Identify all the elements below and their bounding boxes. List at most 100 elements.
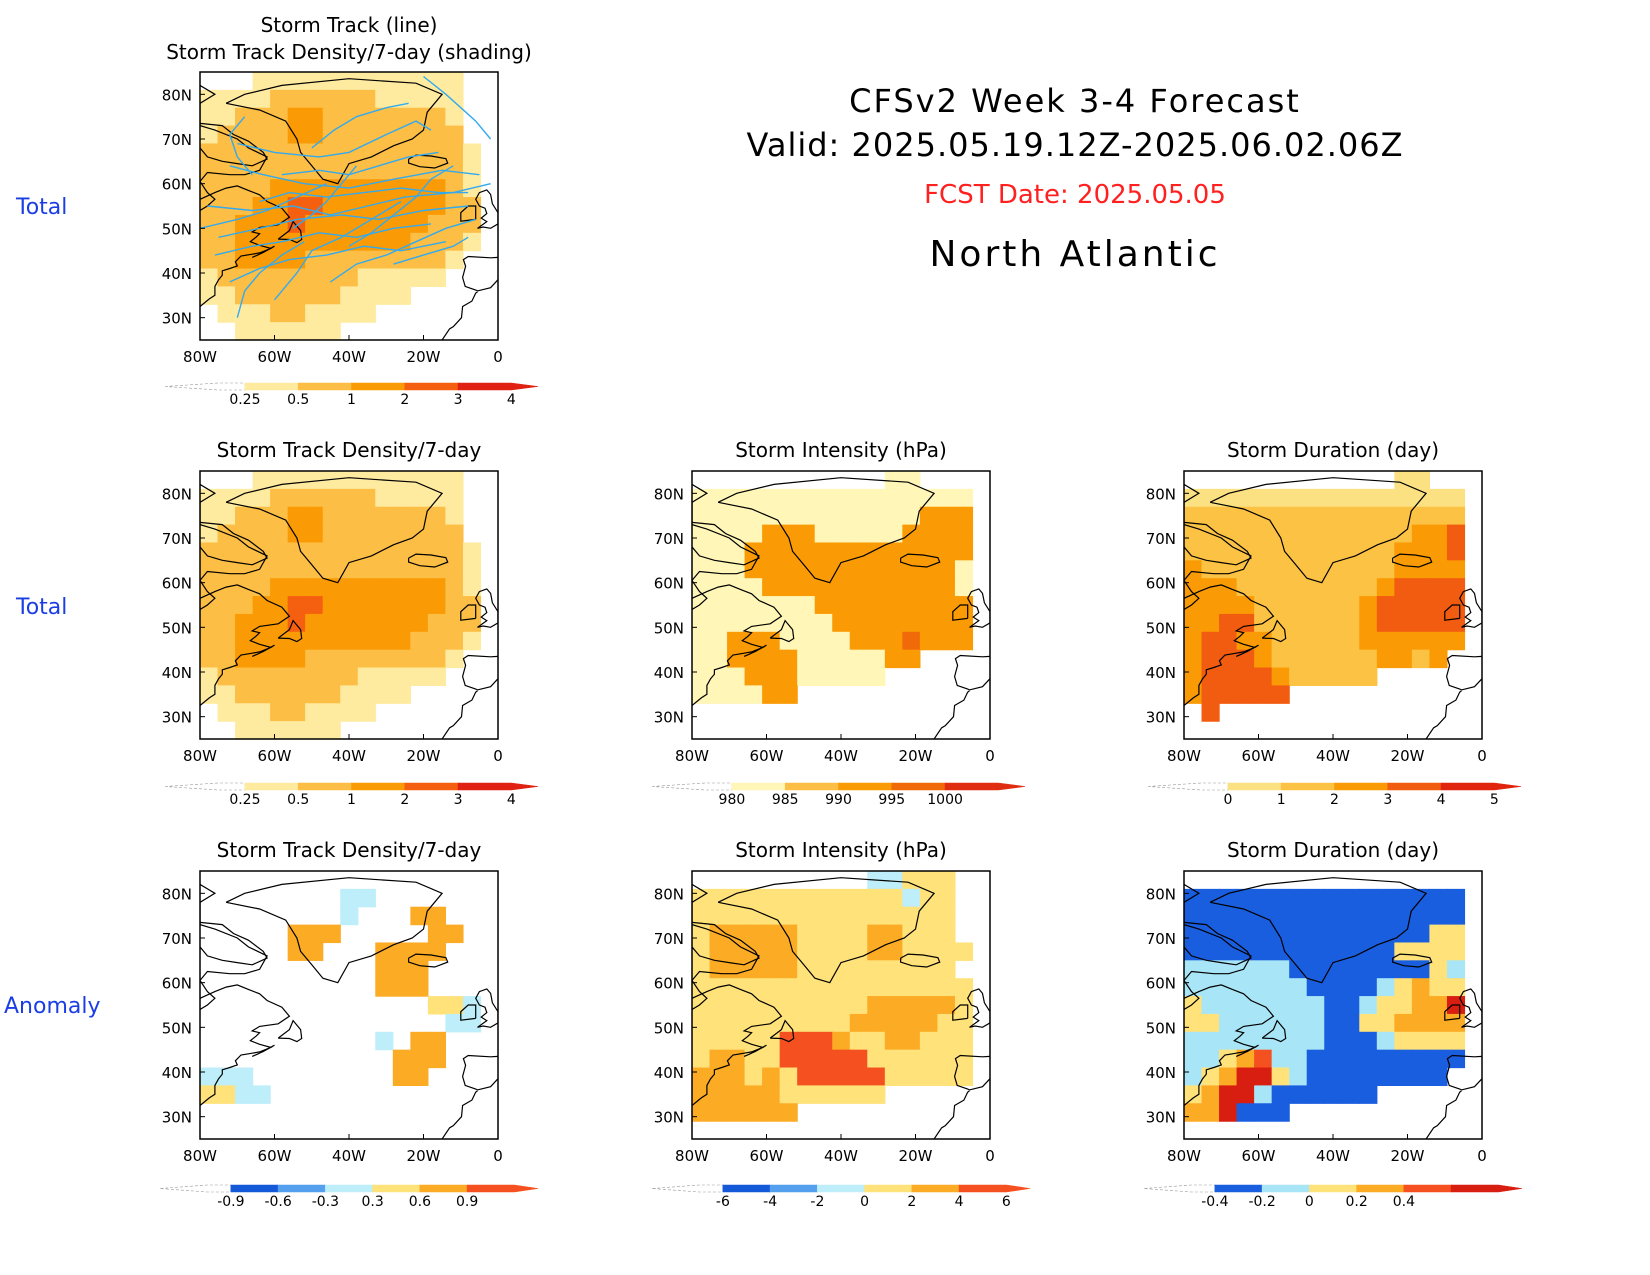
shade-cell: [305, 488, 324, 508]
shade-cell: [849, 996, 868, 1015]
shade-cell: [1254, 685, 1273, 704]
shade-cell: [1254, 578, 1273, 597]
shade-cell: [1446, 613, 1466, 633]
shade-cell: [1376, 649, 1395, 669]
colorbar-swatch: [1440, 782, 1522, 791]
shade-cell: [762, 960, 781, 979]
storm-track-line: [214, 223, 432, 256]
y-tick-label: 80N: [162, 485, 192, 503]
shade-cell: [287, 214, 306, 234]
shade-cell: [1376, 560, 1395, 579]
row-label-total-1: Total: [16, 195, 68, 220]
y-tick-label: 70N: [654, 930, 684, 948]
coastline: [743, 1044, 767, 1057]
shade-cell: [937, 613, 956, 633]
shade-cell: [375, 978, 394, 997]
shade-cell: [1219, 1013, 1238, 1033]
shade-cell: [954, 942, 974, 961]
coastline: [200, 984, 291, 1106]
shade-cell: [287, 250, 306, 270]
shade-cell: [884, 560, 903, 579]
colorbar-label: -0.3: [312, 1194, 339, 1210]
shade-cell: [1324, 924, 1343, 944]
shade-cell: [375, 107, 394, 127]
x-tick-label: 20W: [899, 1147, 933, 1165]
shade-cell: [1411, 1067, 1431, 1086]
shade-cell: [832, 924, 851, 944]
shade-cell: [1271, 488, 1290, 508]
shade-cell: [727, 596, 746, 615]
shade-cell: [814, 560, 833, 579]
coastline: [200, 521, 268, 566]
shade-cell: [217, 1085, 236, 1104]
shade-cell: [779, 1103, 798, 1122]
shade-cell: [392, 506, 411, 526]
shade-cell: [1289, 506, 1308, 526]
shade-cell: [1254, 560, 1273, 579]
shade-cell: [884, 613, 903, 633]
shade-cell: [1306, 888, 1325, 908]
shade-cell: [902, 524, 921, 544]
shade-cell: [1376, 888, 1395, 908]
x-tick-label: 40W: [824, 1147, 858, 1165]
shade-cell: [1376, 924, 1395, 944]
shade-cell: [692, 960, 711, 979]
shade-cell: [392, 488, 411, 508]
panel-title: Storm Track (line): [261, 13, 438, 37]
shade-cell: [340, 631, 359, 651]
shade-cell: [375, 560, 394, 579]
shade-cell: [217, 542, 236, 561]
shade-cell: [919, 924, 939, 944]
shade-cell: [445, 488, 464, 508]
shade-cell: [1394, 906, 1413, 926]
coastline: [475, 588, 498, 628]
shade-cell: [1236, 631, 1255, 651]
shade-cell: [902, 631, 921, 651]
shade-cell: [1394, 578, 1413, 597]
shade-cell: [1376, 506, 1395, 526]
shade-cell: [287, 143, 306, 162]
colorbar-label: 995: [878, 792, 905, 808]
shade-cell: [322, 471, 341, 490]
shade-cell: [392, 649, 411, 669]
shade-cell: [832, 1085, 851, 1104]
shade-cell: [1341, 960, 1360, 979]
storm-track-line: [259, 187, 469, 203]
colorbar-swatch: [651, 782, 733, 791]
shade-cell: [1236, 524, 1255, 544]
header-line-1: CFSv2 Week 3-4 Forecast: [849, 82, 1301, 120]
colorbar-swatch: [1214, 1184, 1263, 1193]
shade-cell: [1254, 1103, 1273, 1122]
shade-cell: [1289, 488, 1308, 508]
shade-cell: [305, 649, 324, 669]
shade-cell: [217, 214, 236, 234]
shade-cell: [375, 506, 394, 526]
shade-cell: [217, 250, 236, 270]
shade-cell: [762, 978, 781, 997]
shade-cell: [884, 942, 903, 961]
shade-cell: [1236, 996, 1255, 1015]
shade-cell: [1271, 960, 1290, 979]
shade-cell: [270, 703, 289, 722]
shade-cell: [727, 667, 746, 686]
forecast-date: FCST Date: 2025.05.05: [924, 180, 1226, 210]
colorbar: -0.4 -0.2 0 0.2 0.4: [1143, 1184, 1523, 1210]
shade-cell: [1236, 1067, 1255, 1086]
shade-cell: [1219, 1085, 1238, 1104]
shade-cell: [357, 596, 376, 615]
shade-cell: [1289, 596, 1308, 615]
shade-cell: [1446, 906, 1466, 926]
shade-cell: [797, 506, 816, 526]
shade-cell: [884, 649, 903, 669]
shade-cell: [762, 1103, 781, 1122]
coastline: [408, 953, 449, 968]
shade-cell: [902, 978, 921, 997]
shade-cell: [692, 613, 711, 633]
y-tick-label: 30N: [654, 1109, 684, 1127]
shade-cell: [270, 268, 289, 287]
shade-cell: [287, 942, 306, 961]
storm-track-line: [281, 151, 439, 176]
shade-cell: [1341, 1067, 1360, 1086]
shade-cell: [1254, 631, 1273, 651]
colorbar-swatch: [164, 782, 246, 791]
